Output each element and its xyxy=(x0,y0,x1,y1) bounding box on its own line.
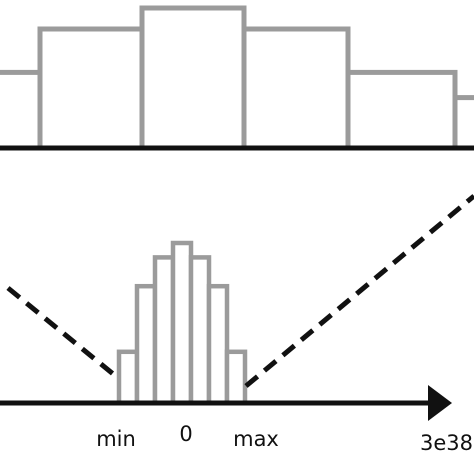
top-histogram-bar xyxy=(0,69,43,151)
bottom-histogram-bar xyxy=(170,240,194,406)
top-histogram-bar xyxy=(139,5,247,151)
bottom-histogram-bar xyxy=(224,349,248,406)
top-histogram-bar xyxy=(37,26,145,151)
bottom-histogram-bar xyxy=(188,255,212,406)
bottom-histogram-bar xyxy=(152,255,176,406)
top-histogram-bar xyxy=(452,95,474,151)
max-label: max xyxy=(233,427,279,451)
axis-arrowhead-icon xyxy=(428,385,452,421)
top-histogram-bar xyxy=(241,26,351,151)
top-histogram-bar xyxy=(345,69,458,151)
zero-label: 0 xyxy=(179,422,192,446)
bottom-histogram-bar xyxy=(116,349,140,406)
bottom-histogram xyxy=(116,240,248,406)
top-histogram xyxy=(0,5,474,151)
bottom-histogram-bar xyxy=(134,283,158,406)
bottom-histogram-bar xyxy=(206,283,230,406)
axis-end-label: 3e38 xyxy=(420,431,473,455)
min-label: min xyxy=(96,427,136,451)
left-dashed-clip-line xyxy=(6,286,120,380)
right-dashed-clip-line xyxy=(244,194,474,388)
